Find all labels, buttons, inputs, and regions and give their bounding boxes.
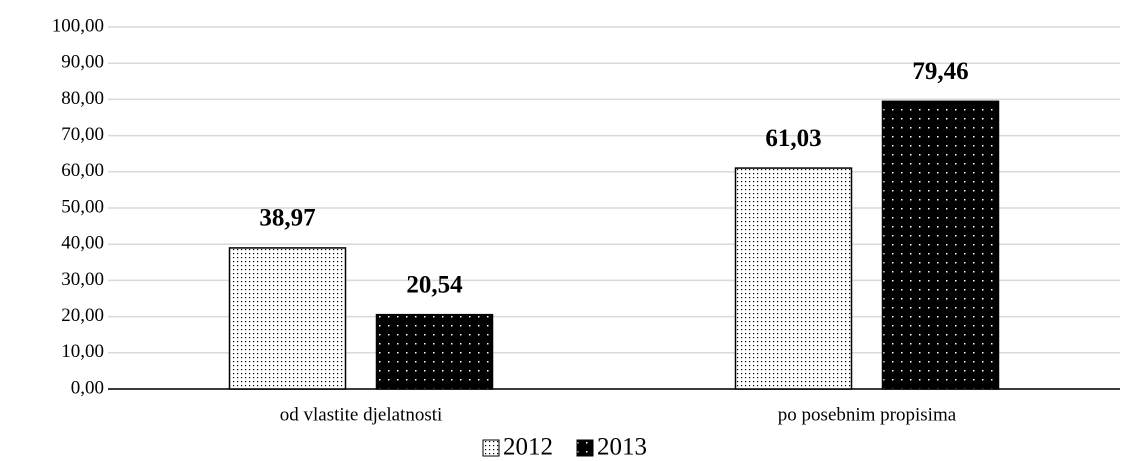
bar xyxy=(734,167,853,390)
y-tick-label: 30,00 xyxy=(61,269,104,290)
x-tick-label: od vlastite djelatnosti xyxy=(280,404,443,425)
y-tick-label: 70,00 xyxy=(61,124,104,145)
legend-swatch xyxy=(482,439,500,457)
value-label: 20,54 xyxy=(406,271,463,298)
y-tick-label: 0,00 xyxy=(71,377,104,398)
bar xyxy=(881,100,1000,390)
x-tick-label: po posebnim propisima xyxy=(778,404,957,425)
bar xyxy=(375,313,494,390)
y-tick-label: 60,00 xyxy=(61,160,104,181)
y-tick-label: 10,00 xyxy=(61,341,104,362)
value-label: 79,46 xyxy=(912,58,968,85)
y-tick-label: 100,00 xyxy=(52,15,104,36)
y-tick-label: 50,00 xyxy=(61,196,104,217)
legend-swatch xyxy=(576,439,594,457)
value-label: 38,97 xyxy=(259,205,315,232)
value-label: 61,03 xyxy=(765,125,821,152)
y-tick-label: 90,00 xyxy=(61,52,104,73)
y-tick-label: 20,00 xyxy=(61,305,104,326)
legend-label: 2013 xyxy=(597,434,647,461)
y-tick-label: 80,00 xyxy=(61,88,104,109)
legend-label: 2012 xyxy=(503,434,553,461)
y-tick-label: 40,00 xyxy=(61,233,104,254)
bar xyxy=(228,247,347,390)
